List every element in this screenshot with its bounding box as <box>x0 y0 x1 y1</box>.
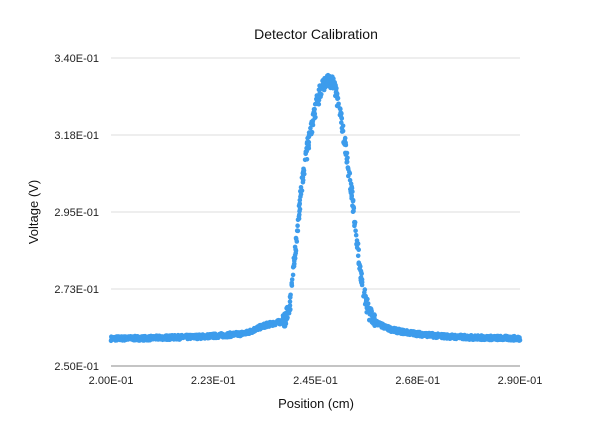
data-point <box>349 193 355 198</box>
data-point <box>365 301 371 306</box>
data-point <box>368 306 374 311</box>
data-point <box>343 141 348 146</box>
data-point <box>359 271 364 276</box>
data-point <box>333 89 339 94</box>
data-point <box>336 101 341 107</box>
data-point <box>301 168 307 173</box>
data-point <box>355 241 361 246</box>
data-point <box>308 125 313 131</box>
data-point <box>353 228 358 233</box>
data-point <box>332 82 338 87</box>
x-tick-label: 2.00E-01 <box>89 375 134 387</box>
chart-title: Detector Calibration <box>254 26 378 42</box>
data-point <box>297 209 302 214</box>
x-axis-ticks: 2.00E-01 2.23E-01 2.45E-01 2.68E-01 2.90E-01 <box>89 375 543 387</box>
data-point <box>299 188 305 193</box>
data-point <box>288 292 293 298</box>
data-point <box>297 212 302 217</box>
data-point <box>347 177 353 183</box>
data-point <box>363 293 368 299</box>
data-point <box>287 307 293 312</box>
y-tick-label: 3.40E-01 <box>54 53 99 65</box>
data-point <box>356 247 362 252</box>
data-point <box>297 201 303 206</box>
data-point <box>296 216 302 221</box>
data-point <box>290 272 296 278</box>
y-tick-label: 3.18E-01 <box>54 130 99 142</box>
data-point <box>359 277 365 282</box>
data-point <box>287 303 293 308</box>
data-point <box>282 324 288 329</box>
data-point <box>311 110 316 116</box>
data-point <box>350 198 356 204</box>
data-point <box>335 96 341 101</box>
data-point <box>309 119 315 125</box>
data-point <box>517 338 523 343</box>
data-point <box>313 115 318 120</box>
x-tick-label: 2.90E-01 <box>498 375 543 387</box>
data-point <box>362 287 368 292</box>
data-point <box>344 150 350 156</box>
data-point <box>340 123 346 129</box>
x-axis-title: Position (cm) <box>278 396 354 411</box>
data-point <box>284 314 289 320</box>
x-tick-label: 2.23E-01 <box>191 375 236 387</box>
gridlines <box>111 57 520 367</box>
y-axis-ticks: 2.50E-01 2.73E-01 2.95E-01 3.18E-01 3.40E-01 <box>54 53 99 373</box>
data-point <box>318 94 323 100</box>
x-tick-label: 2.45E-01 <box>293 375 338 387</box>
y-tick-label: 2.73E-01 <box>54 284 99 296</box>
data-point <box>345 165 351 170</box>
data-point <box>293 248 299 254</box>
data-point <box>298 192 304 197</box>
data-point <box>339 116 345 121</box>
data-point <box>316 101 321 107</box>
data-point <box>339 129 345 134</box>
data-point <box>309 129 315 135</box>
y-tick-label: 2.95E-01 <box>54 207 99 219</box>
data-point <box>304 157 310 162</box>
data-point <box>314 97 320 103</box>
data-point <box>294 239 300 244</box>
data-point <box>291 261 297 267</box>
data-point <box>292 244 298 250</box>
data-point <box>347 171 353 176</box>
data-point <box>351 205 357 211</box>
data-point <box>302 171 307 177</box>
data-point <box>289 277 295 282</box>
data-point <box>358 264 363 269</box>
y-tick-label: 2.50E-01 <box>54 361 99 373</box>
data-point <box>293 235 299 241</box>
data-point <box>295 223 300 228</box>
data-point <box>292 252 298 258</box>
data-point <box>306 139 312 145</box>
data-point <box>295 228 300 233</box>
data-point <box>349 185 355 191</box>
x-tick-label: 2.68E-01 <box>395 375 440 387</box>
data-point <box>338 106 343 112</box>
data-point <box>344 159 350 165</box>
data-point <box>355 253 361 259</box>
data-point <box>352 222 358 227</box>
data-point <box>353 232 359 238</box>
y-axis-title: Voltage (V) <box>26 180 41 244</box>
data-point <box>372 312 377 317</box>
data-point <box>287 299 293 304</box>
data-point <box>297 197 303 203</box>
data-points <box>108 72 523 344</box>
data-point <box>289 280 295 286</box>
data-point <box>339 111 344 116</box>
data-point <box>345 155 350 160</box>
data-point <box>312 106 317 112</box>
data-point <box>317 90 323 96</box>
